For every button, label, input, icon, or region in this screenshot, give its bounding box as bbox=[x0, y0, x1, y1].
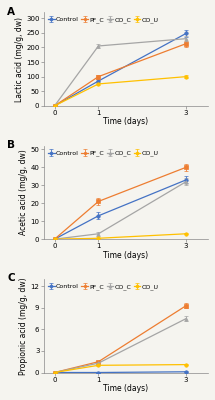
Legend: Control, PF_C, CO_C, CO_U: Control, PF_C, CO_C, CO_U bbox=[47, 282, 160, 291]
Text: A: A bbox=[8, 7, 15, 17]
X-axis label: Time (days): Time (days) bbox=[103, 117, 148, 126]
X-axis label: Time (days): Time (days) bbox=[103, 384, 148, 393]
Y-axis label: Propionic acid (mg/g, dw): Propionic acid (mg/g, dw) bbox=[20, 277, 28, 374]
Text: C: C bbox=[8, 274, 15, 284]
Y-axis label: Lactic acid (mg/g, dw): Lactic acid (mg/g, dw) bbox=[15, 17, 24, 102]
Y-axis label: Acetic acid (mg/g, dw): Acetic acid (mg/g, dw) bbox=[19, 150, 28, 235]
Legend: Control, PF_C, CO_C, CO_U: Control, PF_C, CO_C, CO_U bbox=[47, 149, 160, 158]
Legend: Control, PF_C, CO_C, CO_U: Control, PF_C, CO_C, CO_U bbox=[47, 16, 160, 25]
X-axis label: Time (days): Time (days) bbox=[103, 251, 148, 260]
Text: B: B bbox=[8, 140, 15, 150]
